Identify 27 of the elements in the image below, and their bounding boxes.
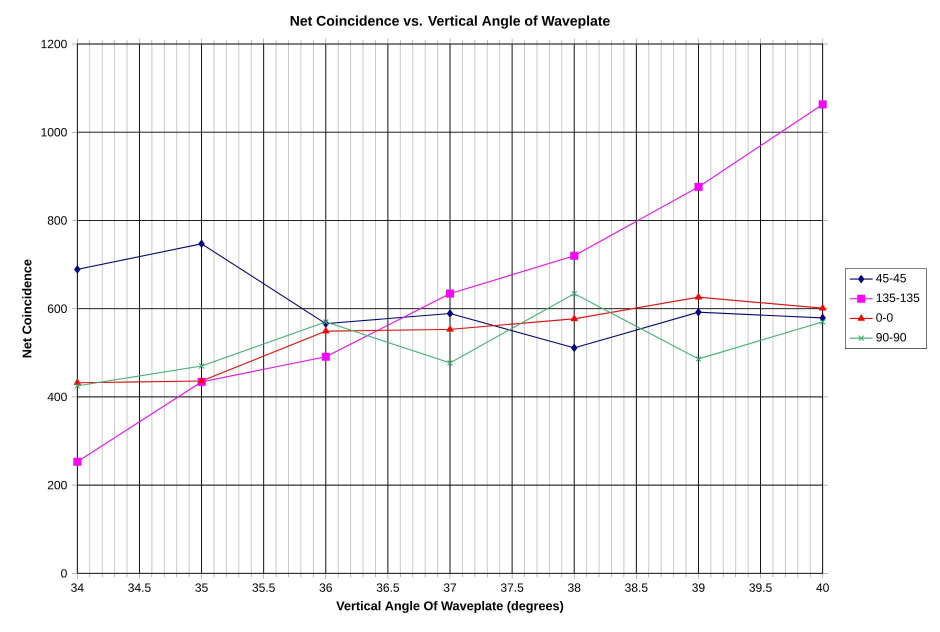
chart-title: Net Coincidence vs. Vertical Angle of Waveplate (290, 16, 610, 29)
x-tick-label: 37 (444, 583, 456, 592)
y-tick-label: 400 (48, 392, 67, 402)
x-tick-label: 38 (568, 583, 580, 592)
legend-label: 90-90 (876, 332, 906, 342)
y-tick-label: 1000 (42, 128, 67, 136)
x-tick-label: 34 (71, 583, 84, 592)
x-tick-label: 36.5 (376, 583, 400, 592)
x-tick-label: 35.5 (252, 583, 275, 592)
x-tick-label: 39 (692, 583, 705, 592)
x-tick-label: 38.5 (625, 583, 648, 592)
x-axis-title: Vertical Angle Of Waveplate (degrees) (336, 601, 564, 613)
x-tick-label: 39.5 (749, 583, 772, 592)
legend-label: 0-0 (876, 313, 893, 322)
y-tick-label: 800 (48, 216, 67, 225)
x-tick-label: 34.5 (128, 583, 151, 592)
legend-label: 135-135 (876, 294, 920, 302)
y-axis-title: Net Coincidence (22, 259, 32, 358)
y-tick-label: 1200 (42, 40, 67, 48)
x-tick-label: 35 (195, 583, 208, 592)
legend-label: 45-45 (876, 274, 906, 282)
y-tick-label: 200 (48, 480, 67, 490)
x-tick-label: 37.5 (500, 583, 524, 592)
x-tick-label: 36 (320, 583, 332, 592)
y-tick-label: 0 (61, 569, 67, 578)
x-tick-label: 40 (816, 583, 829, 592)
y-tick-label: 600 (48, 304, 67, 313)
